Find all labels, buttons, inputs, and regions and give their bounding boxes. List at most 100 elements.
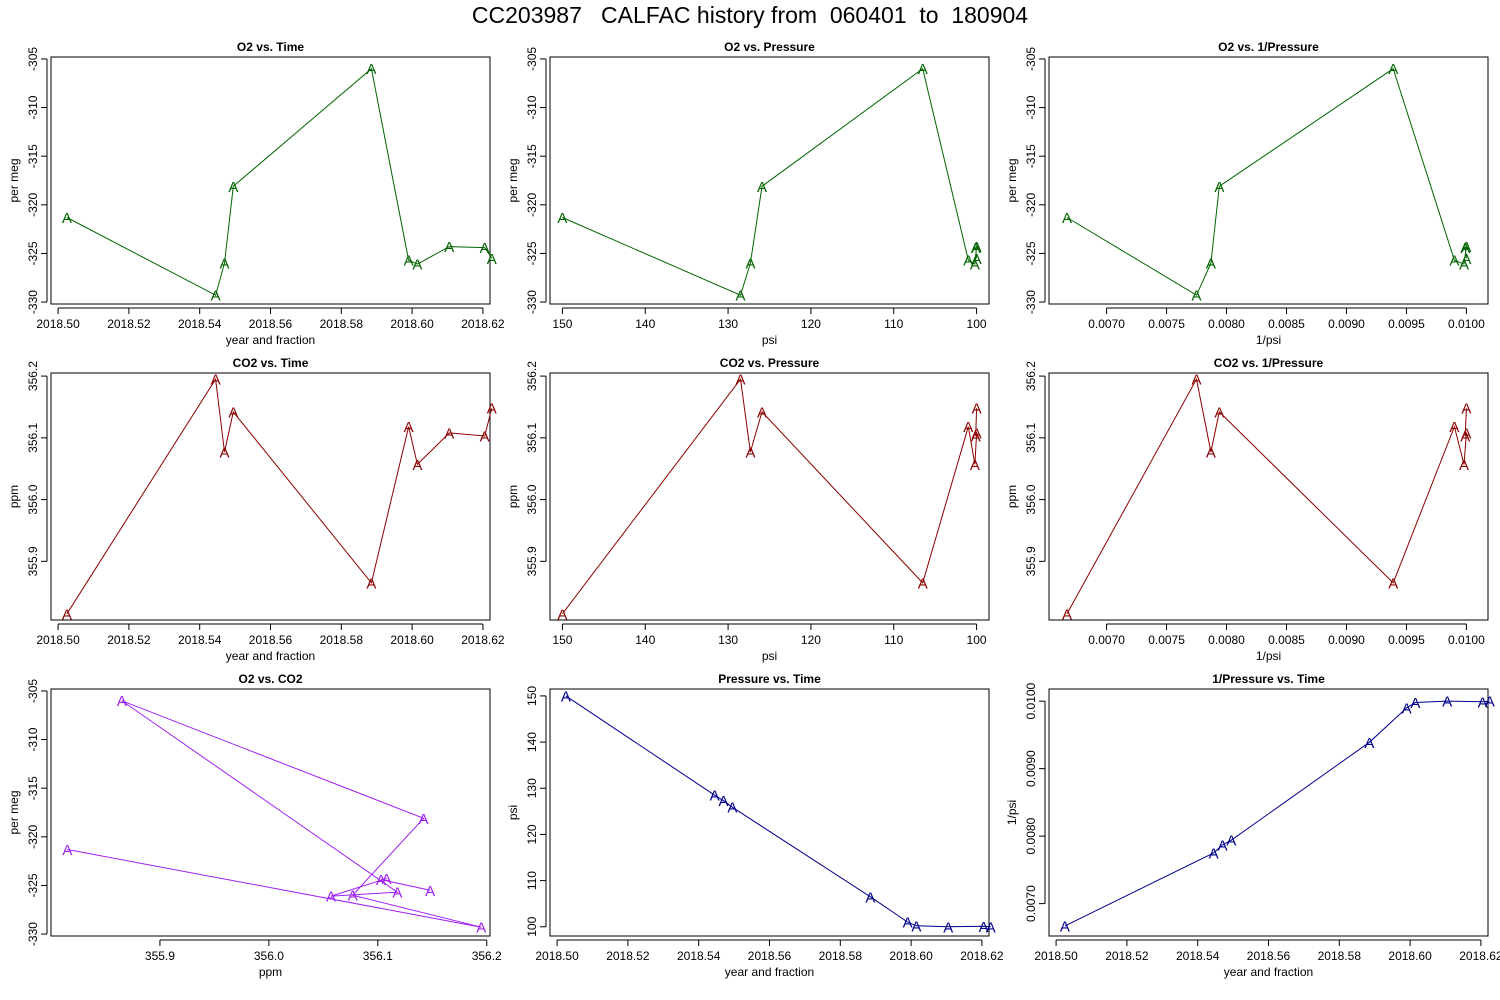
y-tick-label: -310 bbox=[525, 95, 539, 119]
x-tick-label: 110 bbox=[884, 317, 903, 331]
x-tick-label: 2018.54 bbox=[178, 317, 222, 331]
y-tick-label: -315 bbox=[26, 776, 40, 800]
x-tick-label: 150 bbox=[552, 633, 572, 647]
chart-title: O2 vs. Time bbox=[237, 40, 304, 54]
x-tick-label: 0.0100 bbox=[1448, 317, 1485, 331]
chart-title: O2 vs. Pressure bbox=[724, 40, 815, 54]
data-point-marker: A bbox=[425, 883, 435, 900]
y-axis-label: 1/psi bbox=[1005, 800, 1019, 825]
x-tick-label: 110 bbox=[884, 633, 903, 647]
y-tick-label: -325 bbox=[525, 241, 539, 265]
y-tick-label: -320 bbox=[525, 192, 539, 216]
x-tick-label: 2018.54 bbox=[677, 949, 721, 963]
y-tick-label: -330 bbox=[525, 290, 539, 314]
data-point-marker: A bbox=[727, 800, 737, 817]
x-tick-label: 0.0080 bbox=[1208, 633, 1245, 647]
x-tick-label: 2018.50 bbox=[1034, 949, 1078, 963]
y-tick-label: 0.0090 bbox=[1024, 750, 1038, 787]
chart-panel: Pressure vs. Time 2018.50 2018.52 2018.54 20… bbox=[506, 672, 1004, 979]
y-tick-label: -310 bbox=[1024, 95, 1038, 119]
chart-panel: CO2 vs. Pressure 150 140 130 120 110 100 psi 355… bbox=[506, 356, 990, 663]
data-point-marker: A bbox=[1402, 700, 1412, 717]
data-point-marker: A bbox=[366, 575, 376, 592]
data-point-marker: A bbox=[972, 239, 982, 256]
data-point-marker: A bbox=[1062, 210, 1072, 227]
series-line bbox=[562, 67, 978, 296]
data-point-marker: A bbox=[972, 425, 982, 442]
x-tick-label: 130 bbox=[718, 317, 738, 331]
data-point-marker: A bbox=[1478, 694, 1488, 711]
data-point-marker: A bbox=[736, 288, 746, 305]
x-axis-label: ppm bbox=[259, 965, 282, 979]
data-point-marker: A bbox=[865, 889, 875, 906]
x-tick-label: 0.0070 bbox=[1088, 317, 1125, 331]
y-tick-label: -320 bbox=[1024, 192, 1038, 216]
data-point-marker: A bbox=[348, 888, 358, 905]
data-point-marker: A bbox=[382, 871, 392, 888]
data-point-marker: A bbox=[419, 811, 429, 828]
y-tick-label: -325 bbox=[1024, 241, 1038, 265]
data-point-marker: A bbox=[757, 179, 767, 196]
y-tick-label: -305 bbox=[525, 47, 539, 71]
x-tick-label: 0.0075 bbox=[1148, 633, 1185, 647]
y-tick-label: 356.1 bbox=[26, 422, 40, 452]
x-tick-label: 2018.62 bbox=[461, 633, 505, 647]
data-point-marker: A bbox=[1410, 695, 1420, 712]
data-point-marker: A bbox=[979, 919, 989, 936]
x-tick-label: 356.2 bbox=[472, 949, 502, 963]
x-tick-label: 0.0095 bbox=[1388, 633, 1425, 647]
data-point-marker: A bbox=[986, 919, 996, 936]
data-point-marker: A bbox=[211, 372, 221, 389]
data-point-marker: A bbox=[1460, 428, 1470, 445]
x-tick-label: 2018.60 bbox=[390, 317, 434, 331]
x-tick-label: 2018.60 bbox=[390, 633, 434, 647]
data-point-marker: A bbox=[444, 425, 454, 442]
data-point-marker: A bbox=[1442, 694, 1452, 711]
data-point-marker: A bbox=[1214, 179, 1224, 196]
x-tick-label: 0.0070 bbox=[1088, 633, 1125, 647]
y-axis-label: per meg bbox=[7, 790, 21, 834]
chart-title: CO2 vs. Time bbox=[233, 356, 309, 370]
data-point-marker: A bbox=[970, 457, 980, 474]
y-tick-label: -310 bbox=[26, 727, 40, 751]
data-point-marker: A bbox=[1459, 457, 1469, 474]
series-line bbox=[1064, 700, 1490, 927]
y-tick-label: -330 bbox=[26, 922, 40, 946]
x-tick-label: 2018.56 bbox=[249, 633, 293, 647]
data-point-marker: A bbox=[561, 688, 571, 705]
series-line bbox=[66, 67, 493, 296]
plot-frame bbox=[1048, 372, 1489, 621]
x-tick-label: 2018.62 bbox=[960, 949, 1004, 963]
y-tick-label: -325 bbox=[26, 241, 40, 265]
x-axis-label: 1/psi bbox=[1256, 333, 1281, 347]
data-point-marker: A bbox=[970, 257, 980, 274]
x-tick-label: 0.0090 bbox=[1328, 633, 1365, 647]
y-tick-label: -325 bbox=[26, 873, 40, 897]
x-tick-label: 0.0095 bbox=[1388, 317, 1425, 331]
series-line bbox=[67, 700, 482, 928]
x-tick-label: 130 bbox=[718, 633, 738, 647]
x-tick-label: 2018.60 bbox=[889, 949, 933, 963]
data-point-marker: A bbox=[1461, 239, 1471, 256]
data-point-marker: A bbox=[918, 575, 928, 592]
y-tick-label: -315 bbox=[1024, 144, 1038, 168]
data-point-marker: A bbox=[228, 404, 238, 421]
chart-panel: 1/Pressure vs. Time 2018.50 2018.52 2018.54… bbox=[1005, 672, 1500, 979]
chart-panel: O2 vs. Time 2018.50 2018.52 2018.54 2018.56 2… bbox=[7, 40, 505, 347]
y-tick-label: 355.9 bbox=[1024, 546, 1038, 576]
y-tick-label: 356.0 bbox=[26, 484, 40, 514]
y-tick-label: 355.9 bbox=[26, 546, 40, 576]
y-tick-label: 356.1 bbox=[525, 422, 539, 452]
plot-frame bbox=[50, 688, 491, 937]
data-point-marker: A bbox=[736, 372, 746, 389]
y-tick-label: 356.2 bbox=[525, 361, 539, 391]
y-axis-label: per meg bbox=[506, 158, 520, 202]
data-point-marker: A bbox=[211, 288, 221, 305]
y-tick-label: 0.0070 bbox=[1024, 885, 1038, 922]
data-point-marker: A bbox=[1449, 253, 1459, 270]
data-point-marker: A bbox=[1192, 372, 1202, 389]
x-tick-label: 2018.62 bbox=[461, 317, 505, 331]
data-point-marker: A bbox=[1388, 575, 1398, 592]
plot-frame bbox=[50, 56, 491, 305]
plot-frame bbox=[50, 372, 491, 621]
